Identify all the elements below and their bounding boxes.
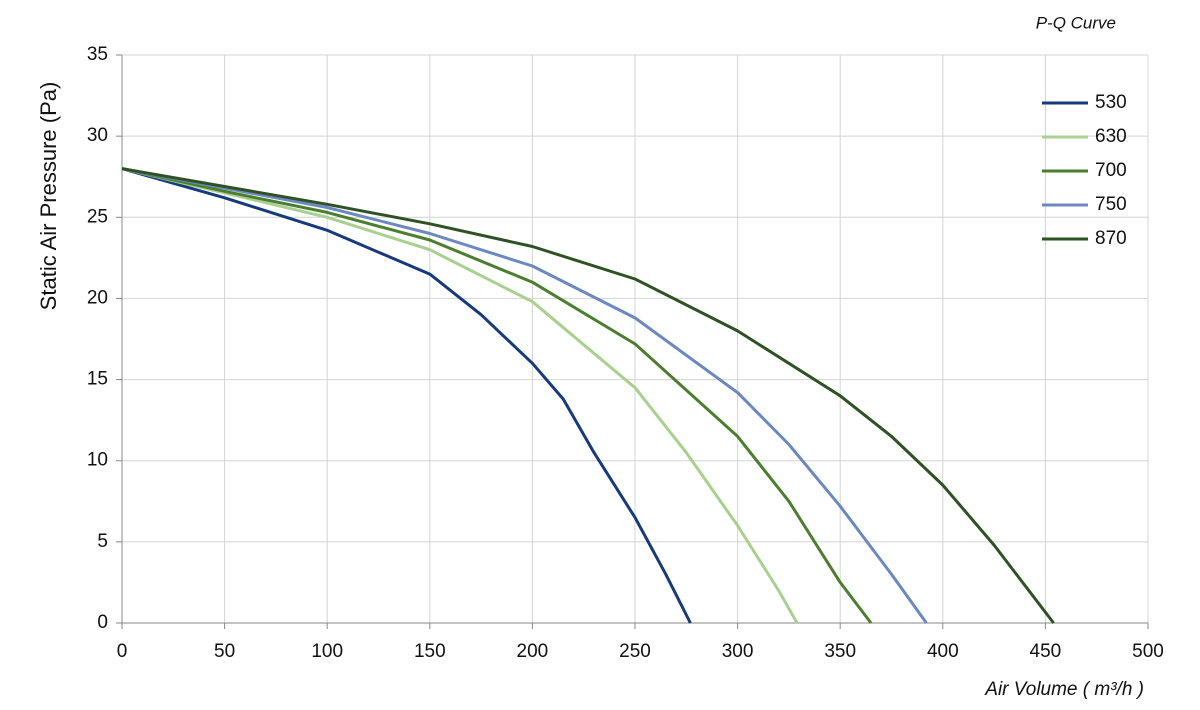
y-tick-label: 20 [87,287,108,308]
series-line [121,167,1055,624]
legend-label: 630 [1095,126,1127,147]
x-tick-label: 50 [214,641,235,662]
x-tick-label: 400 [927,641,959,662]
x-tick-label: 0 [117,641,128,662]
y-tick-label: 25 [87,206,108,227]
y-axis-label: Static Air Pressure (Pa) [36,82,61,311]
x-tick-label: 100 [311,641,343,662]
legend-label: 870 [1095,228,1127,249]
x-axis-label: Air Volume ( m³/h ) [984,679,1144,700]
y-tick-label: 10 [87,450,108,471]
legend-label: 700 [1095,160,1127,181]
x-tick-label: 500 [1132,641,1164,662]
x-tick-label: 150 [414,641,446,662]
x-tick-label: 350 [824,641,856,662]
legend-label: 750 [1095,194,1127,215]
y-tick-label: 15 [87,369,108,390]
y-tick-label: 35 [87,44,108,65]
y-tick-label: 30 [87,125,108,146]
chart-title: P-Q Curve [1036,13,1116,32]
y-tick-label: 0 [97,612,108,633]
y-tick-label: 5 [97,531,108,552]
series-line [121,167,799,624]
series-line [121,167,928,624]
x-tick-label: 300 [722,641,754,662]
x-tick-label: 250 [619,641,651,662]
x-tick-label: 450 [1030,641,1062,662]
legend-label: 530 [1095,92,1127,113]
x-tick-label: 200 [517,641,549,662]
series-line [121,167,873,624]
series-line [121,167,692,624]
